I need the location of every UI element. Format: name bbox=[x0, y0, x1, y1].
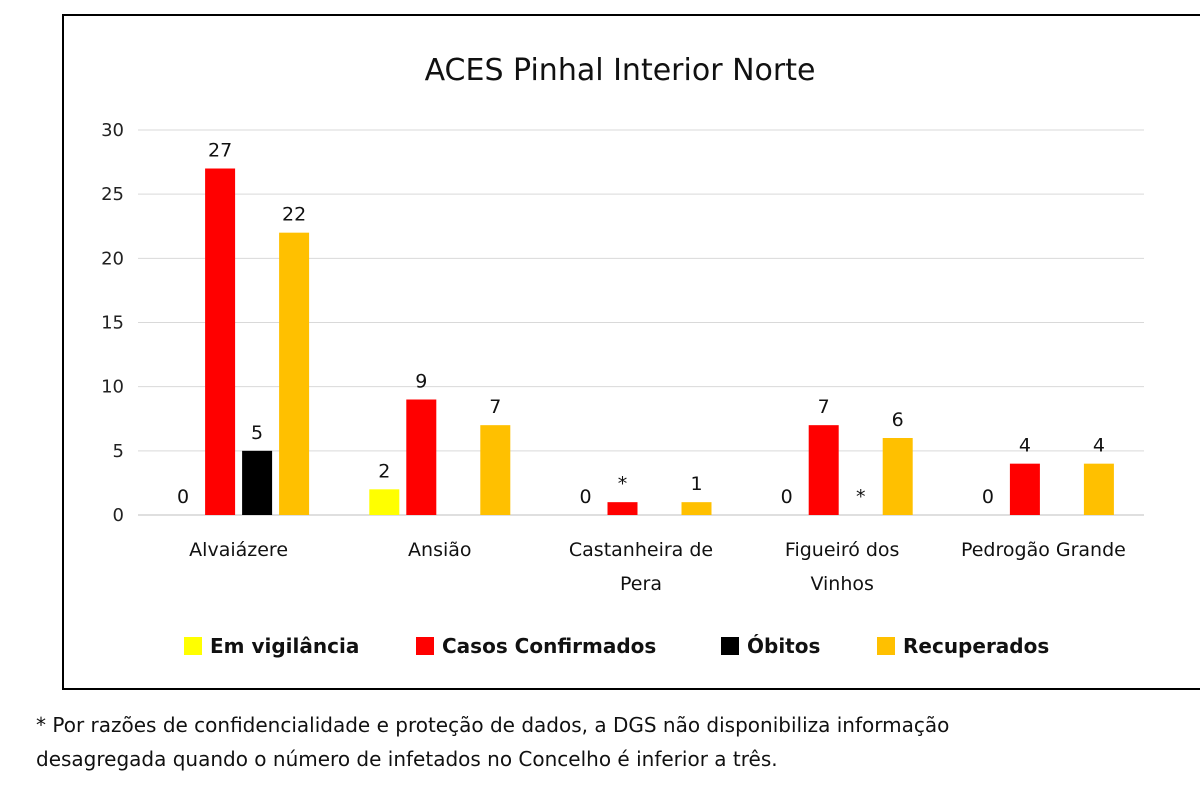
chart-frame: ACES Pinhal Interior Norte 0 5 10 15 20 25 30 … bbox=[62, 14, 1200, 690]
legend-label: Óbitos bbox=[747, 634, 820, 658]
bar-recuperados bbox=[882, 438, 913, 515]
bar-casos-confirmados bbox=[205, 168, 236, 515]
chart-title: ACES Pinhal Interior Norte bbox=[425, 53, 816, 88]
data-label: * bbox=[618, 473, 628, 495]
footnote-line-1: * Por razões de confidencialidade e prot… bbox=[36, 713, 950, 737]
bar-recuperados bbox=[480, 425, 511, 515]
category-label: Vinhos bbox=[810, 573, 873, 595]
data-label: 4 bbox=[1093, 435, 1105, 457]
data-label: 0 bbox=[177, 486, 189, 508]
category-label: Alvaiázere bbox=[189, 539, 288, 561]
bar-recuperados bbox=[681, 502, 712, 515]
data-label: 27 bbox=[208, 140, 232, 162]
y-tick-label: 5 bbox=[113, 441, 124, 462]
data-label: 6 bbox=[892, 409, 904, 431]
data-label: * bbox=[856, 486, 866, 508]
category-label: Figueiró dos bbox=[785, 539, 900, 561]
bar-recuperados bbox=[279, 232, 310, 515]
legend-swatch bbox=[416, 637, 434, 655]
bar-casos-confirmados bbox=[1009, 463, 1040, 515]
bar-em-vigilância bbox=[369, 489, 400, 515]
bar-casos-confirmados bbox=[406, 399, 437, 515]
data-label: 5 bbox=[251, 422, 263, 444]
legend-swatch bbox=[877, 637, 895, 655]
data-label: 7 bbox=[489, 396, 501, 418]
data-label: 0 bbox=[579, 486, 591, 508]
legend-swatch bbox=[721, 637, 739, 655]
y-tick-label: 30 bbox=[101, 120, 124, 141]
data-label: 4 bbox=[1019, 435, 1031, 457]
category-label: Ansião bbox=[408, 539, 472, 561]
data-label: 0 bbox=[982, 486, 994, 508]
data-label: 0 bbox=[781, 486, 793, 508]
y-tick-label: 0 bbox=[113, 505, 124, 526]
bar-óbitos bbox=[242, 450, 273, 515]
data-label: 2 bbox=[378, 460, 390, 482]
footnote: * Por razões de confidencialidade e prot… bbox=[36, 708, 1186, 776]
data-label: 1 bbox=[690, 473, 702, 495]
bar-casos-confirmados bbox=[808, 425, 839, 515]
category-label: Pedrogão Grande bbox=[961, 539, 1126, 561]
data-label: 9 bbox=[415, 371, 427, 393]
y-tick-label: 20 bbox=[101, 248, 124, 269]
legend-label: Casos Confirmados bbox=[442, 634, 656, 658]
data-label: 22 bbox=[282, 204, 306, 226]
bar-casos-confirmados bbox=[607, 502, 638, 515]
legend-swatch bbox=[184, 637, 202, 655]
y-tick-label: 25 bbox=[101, 184, 124, 205]
legend-label: Em vigilância bbox=[210, 634, 359, 658]
y-tick-label: 10 bbox=[101, 377, 124, 398]
data-label: 7 bbox=[818, 396, 830, 418]
bar-recuperados bbox=[1083, 463, 1114, 515]
y-tick-label: 15 bbox=[101, 313, 124, 334]
footnote-line-2: desagregada quando o número de infetados… bbox=[36, 747, 778, 771]
bar-chart: ACES Pinhal Interior Norte 051015202530 … bbox=[101, 53, 1144, 658]
category-label: Pera bbox=[620, 573, 662, 595]
category-label: Castanheira de bbox=[569, 539, 713, 561]
legend-label: Recuperados bbox=[903, 634, 1049, 658]
